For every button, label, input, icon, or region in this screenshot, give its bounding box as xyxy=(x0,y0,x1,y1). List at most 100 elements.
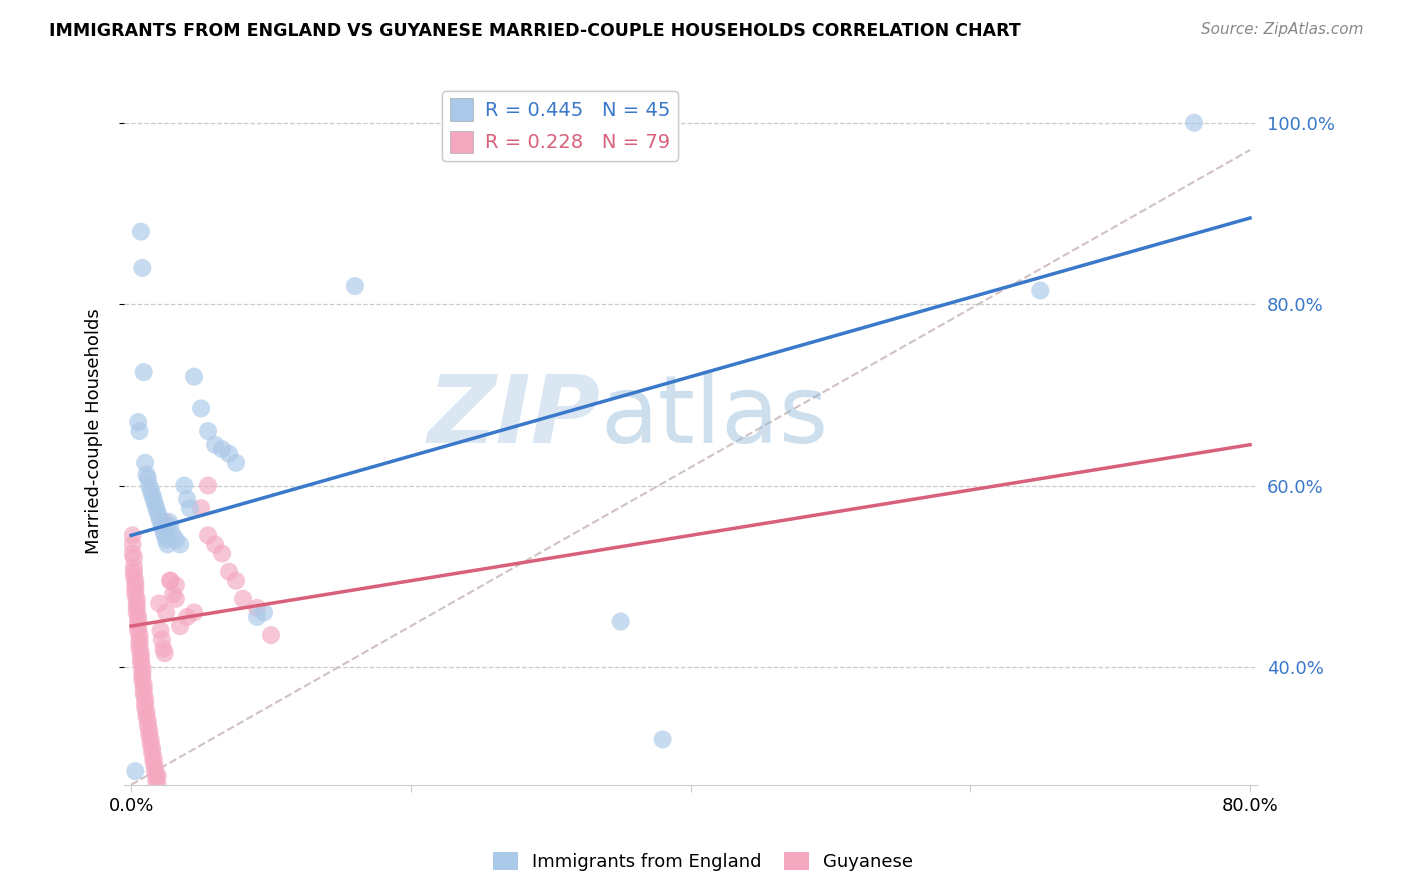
Point xyxy=(162,528,184,542)
Point xyxy=(139,737,162,751)
Point xyxy=(129,650,152,665)
Point xyxy=(127,624,149,638)
Point xyxy=(128,641,150,656)
Point xyxy=(131,669,153,683)
Point xyxy=(132,682,155,697)
Text: ZIP: ZIP xyxy=(427,371,600,463)
Point xyxy=(218,447,240,461)
Point xyxy=(169,537,191,551)
Text: atlas: atlas xyxy=(600,371,828,463)
Point xyxy=(124,587,146,601)
Point xyxy=(131,260,153,275)
Point xyxy=(152,524,174,538)
Point xyxy=(150,632,173,647)
Point xyxy=(169,619,191,633)
Point xyxy=(128,637,150,651)
Point xyxy=(165,533,187,547)
Legend: R = 0.445   N = 45, R = 0.228   N = 79: R = 0.445 N = 45, R = 0.228 N = 79 xyxy=(443,91,678,161)
Point xyxy=(183,369,205,384)
Point xyxy=(153,528,176,542)
Point xyxy=(173,478,195,492)
Point xyxy=(149,515,172,529)
Point xyxy=(136,714,159,729)
Point xyxy=(127,615,149,629)
Point xyxy=(136,719,159,733)
Point xyxy=(127,619,149,633)
Point xyxy=(211,547,233,561)
Point xyxy=(138,478,160,492)
Point xyxy=(225,574,247,588)
Point xyxy=(122,560,145,574)
Point xyxy=(121,537,143,551)
Point xyxy=(134,691,156,706)
Point xyxy=(1182,116,1205,130)
Point xyxy=(153,515,176,529)
Point xyxy=(122,551,145,566)
Point xyxy=(162,587,184,601)
Point xyxy=(131,660,153,674)
Point xyxy=(129,646,152,660)
Point xyxy=(146,506,169,520)
Point xyxy=(225,456,247,470)
Point xyxy=(149,624,172,638)
Point xyxy=(150,519,173,533)
Point xyxy=(127,415,149,429)
Point xyxy=(1029,284,1052,298)
Point xyxy=(146,778,169,792)
Point xyxy=(152,641,174,656)
Point xyxy=(125,601,148,615)
Point xyxy=(135,705,157,719)
Point xyxy=(183,606,205,620)
Point xyxy=(127,610,149,624)
Point xyxy=(138,723,160,738)
Point xyxy=(132,687,155,701)
Point xyxy=(155,533,177,547)
Legend: Immigrants from England, Guyanese: Immigrants from England, Guyanese xyxy=(485,845,921,879)
Point xyxy=(142,750,165,764)
Point xyxy=(651,732,673,747)
Point xyxy=(260,628,283,642)
Point xyxy=(128,628,150,642)
Point xyxy=(131,665,153,679)
Point xyxy=(146,769,169,783)
Point xyxy=(253,606,276,620)
Point xyxy=(124,582,146,597)
Point xyxy=(129,656,152,670)
Point xyxy=(157,515,180,529)
Text: IMMIGRANTS FROM ENGLAND VS GUYANESE MARRIED-COUPLE HOUSEHOLDS CORRELATION CHART: IMMIGRANTS FROM ENGLAND VS GUYANESE MARR… xyxy=(49,22,1021,40)
Point xyxy=(122,565,145,579)
Point xyxy=(156,537,179,551)
Point xyxy=(159,574,181,588)
Point xyxy=(211,442,233,457)
Point xyxy=(135,710,157,724)
Point xyxy=(232,591,254,606)
Point xyxy=(124,574,146,588)
Point xyxy=(143,759,166,773)
Point xyxy=(132,365,155,379)
Point xyxy=(155,606,177,620)
Point xyxy=(246,610,269,624)
Point xyxy=(143,764,166,779)
Point xyxy=(128,632,150,647)
Point xyxy=(138,728,160,742)
Point xyxy=(141,746,163,760)
Point xyxy=(142,755,165,769)
Point xyxy=(145,773,167,788)
Point xyxy=(121,547,143,561)
Point xyxy=(165,591,187,606)
Point xyxy=(134,700,156,714)
Point xyxy=(197,478,219,492)
Point xyxy=(145,769,167,783)
Point xyxy=(343,279,366,293)
Point xyxy=(129,225,152,239)
Point xyxy=(190,401,212,416)
Point xyxy=(136,471,159,485)
Point xyxy=(122,569,145,583)
Point xyxy=(135,467,157,482)
Point xyxy=(139,732,162,747)
Point xyxy=(609,615,631,629)
Point xyxy=(179,501,201,516)
Point xyxy=(246,601,269,615)
Point xyxy=(134,456,156,470)
Point xyxy=(124,578,146,592)
